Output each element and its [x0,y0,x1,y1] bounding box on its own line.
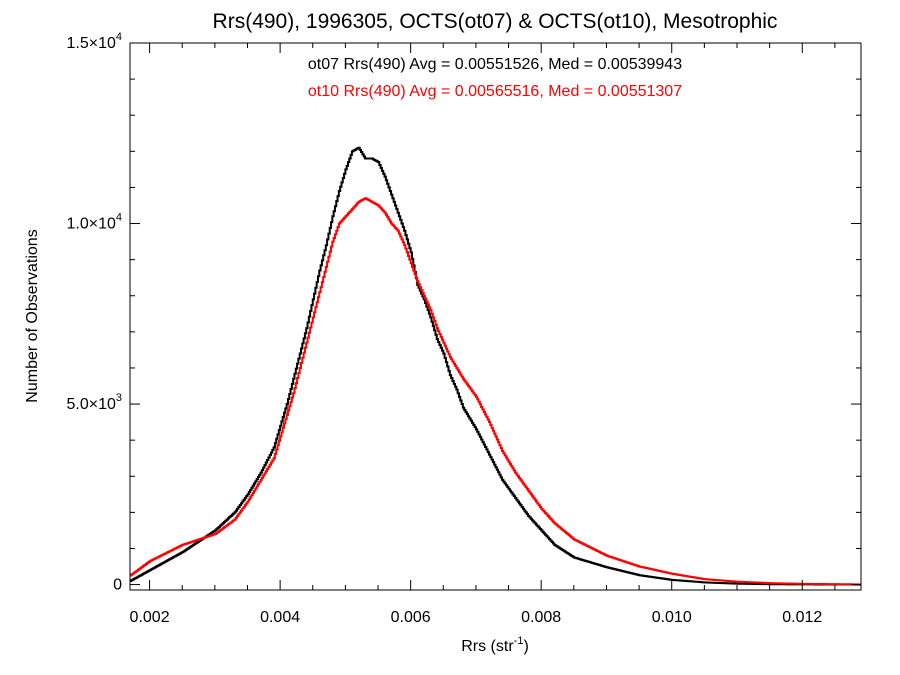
x-tick-label: 0.006 [391,609,431,626]
x-tick-label: 0.008 [521,609,561,626]
y-tick-label: 1.5×104 [66,31,122,52]
x-axis-label: Rrs (str-1) [461,635,529,655]
y-tick-label: 1.0×104 [66,212,122,233]
series-line-ot07 [130,146,861,586]
x-tick-label: 0.004 [260,609,300,626]
y-axis-ticks: 0 5.0×103 1.0×104 1.5×104 [66,31,861,594]
plot-area [130,146,861,586]
y-tick-label: 0 [113,577,122,594]
y-tick-label: 5.0×103 [66,392,122,413]
series-annotation-ot10: ot10 Rrs(490) Avg = 0.00565516, Med = 0.… [308,83,682,100]
x-tick-label: 0.010 [652,609,692,626]
chart-title: Rrs(490), 1996305, OCTS(ot07) & OCTS(ot1… [213,10,778,33]
plot-frame [129,42,862,591]
series-annotation-ot07: ot07 Rrs(490) Avg = 0.00551526, Med = 0.… [308,56,682,73]
x-tick-label: 0.012 [782,609,822,626]
y-axis-label: Number of Observations [24,229,41,402]
series-line-ot10 [130,197,861,586]
x-tick-label: 0.002 [130,609,170,626]
x-axis-ticks: 0.002 0.004 0.006 0.008 0.010 0.012 [130,43,836,626]
